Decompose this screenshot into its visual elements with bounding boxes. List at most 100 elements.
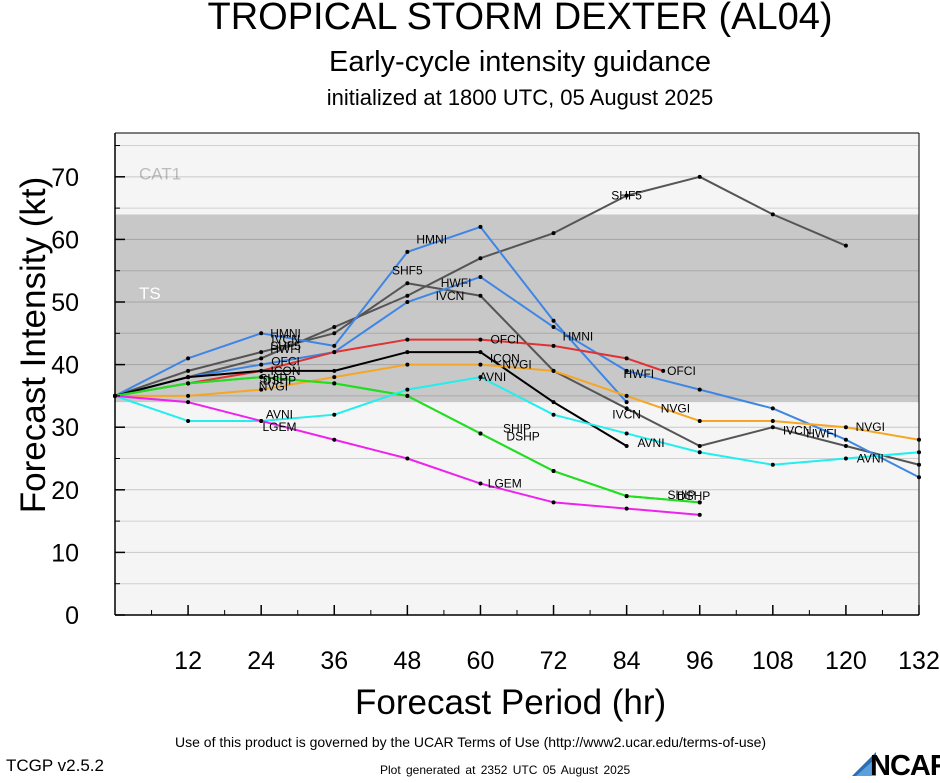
x-tick-label: 72 xyxy=(540,647,568,675)
series-label-avni: AVNI xyxy=(857,452,884,466)
ncar-logo-icon xyxy=(852,752,876,776)
series-label-nvgi: NVGI xyxy=(259,380,288,394)
data-point-shf5 xyxy=(478,256,483,261)
data-point-ivcn xyxy=(624,406,629,411)
x-tick-label: 120 xyxy=(825,647,867,675)
data-point-ofci xyxy=(478,337,483,342)
series-label-hwfi: HWFI xyxy=(441,276,472,290)
data-point-shf5 xyxy=(624,193,629,198)
series-line-hwfi xyxy=(114,275,920,479)
data-point-lgem xyxy=(697,512,702,517)
data-point-lgem xyxy=(186,400,191,405)
data-point-hwfi xyxy=(405,300,410,305)
data-point-avni xyxy=(332,412,337,417)
series-label-icon: ICON xyxy=(490,351,520,365)
series-label-avni: AVNI xyxy=(479,370,506,384)
series-label-nvgi: NVGI xyxy=(661,401,690,415)
series-label-lgem: LGEM xyxy=(262,420,296,434)
data-point-nvgi xyxy=(843,425,848,430)
y-tick-label: 0 xyxy=(65,602,79,630)
y-tick-label: 30 xyxy=(51,414,79,442)
data-point-hmni xyxy=(405,249,410,254)
x-axis-label: Forecast Period (hr) xyxy=(355,683,667,722)
series-label-ship: SHIP xyxy=(259,371,287,385)
data-point-shf5 xyxy=(332,325,337,330)
series-label-ivcn: IVCN xyxy=(271,333,300,347)
series-label-hmni: HMNI xyxy=(563,329,594,343)
x-tick-label: 36 xyxy=(320,647,348,675)
data-point-ship xyxy=(478,431,483,436)
series-line-avni xyxy=(114,376,920,466)
band-below-ts xyxy=(115,402,919,615)
x-tick-label: 132 xyxy=(898,647,940,675)
x-tick-label: 96 xyxy=(686,647,714,675)
data-point-nvgi xyxy=(697,418,702,423)
data-point-icon xyxy=(405,350,410,355)
data-point-hwfi xyxy=(843,437,848,442)
y-tick-label: 50 xyxy=(51,289,79,317)
series-label-dshp: DSHP xyxy=(263,373,296,387)
data-point-hmni xyxy=(186,356,191,361)
chart-subtitle: Early-cycle intensity guidance xyxy=(328,46,711,78)
data-point-ivcn xyxy=(405,281,410,286)
series-label-hmni: HMNI xyxy=(270,326,301,340)
y-axis-label: Forecast Intensity (kt) xyxy=(14,176,53,514)
series-label-ofci: OFCI xyxy=(490,333,519,347)
data-point-ivcn xyxy=(770,425,775,430)
band-label-cat1: CAT1 xyxy=(139,164,181,183)
data-point-avni xyxy=(624,431,629,436)
data-point-nvgi xyxy=(405,362,410,367)
data-point-avni xyxy=(770,462,775,467)
y-tick-label: 60 xyxy=(51,226,79,254)
x-tick-label: 84 xyxy=(613,647,641,675)
data-point-ivcn xyxy=(697,443,702,448)
series-label-ivcn: IVCN xyxy=(436,289,465,303)
data-point-lgem xyxy=(478,481,483,486)
data-point-shf5 xyxy=(405,293,410,298)
data-point-nvgi xyxy=(259,387,264,392)
band-label-ts: TS xyxy=(139,284,161,303)
generated-timestamp: Plot generated at 2352 UTC 05 August 202… xyxy=(380,763,631,777)
data-point-ship xyxy=(551,469,556,474)
series-label-hwfi: HWFI xyxy=(806,426,837,440)
series-labels: SHF5SHF5SHF5IVCNIVCNIVCNIVCNHWFIHWFIHWFI… xyxy=(259,189,885,503)
x-tick-label: 60 xyxy=(467,647,495,675)
axes: 0 10 20 30 40 50 60 70 12 24 36 48 60 72 84 96 108 120 132 xyxy=(51,132,940,675)
data-point-icon xyxy=(186,375,191,380)
data-point-ofci xyxy=(624,356,629,361)
series-label-icon: ICON xyxy=(271,364,301,378)
data-point-lgem xyxy=(405,456,410,461)
data-point-ship xyxy=(259,375,264,380)
data-point-nvgi xyxy=(478,362,483,367)
data-point-nvgi xyxy=(332,375,337,380)
series-label-ofci: OFCI xyxy=(667,364,696,378)
y-tick-label: 70 xyxy=(51,164,79,192)
chart-title: TROPICAL STORM DEXTER (AL04) xyxy=(207,0,833,38)
data-point-ship xyxy=(405,393,410,398)
data-point-shf5 xyxy=(843,243,848,248)
data-point-nvgi xyxy=(624,393,629,398)
data-point-shf5 xyxy=(551,231,556,236)
series-line-hmni xyxy=(114,225,628,403)
x-tick-label: 24 xyxy=(247,647,275,675)
data-point-lgem xyxy=(551,500,556,505)
data-point-ivcn xyxy=(843,443,848,448)
data-point-hwfi xyxy=(624,368,629,373)
x-tick-label: 48 xyxy=(393,647,421,675)
data-point-icon xyxy=(551,400,556,405)
data-point-shf5 xyxy=(259,356,264,361)
band-cat1 xyxy=(115,133,919,215)
data-point-hmni xyxy=(624,400,629,405)
data-point-nvgi xyxy=(551,368,556,373)
data-point-nvgi xyxy=(770,418,775,423)
series-label-ivcn: IVCN xyxy=(612,408,641,422)
series-label-nvgi: NVGI xyxy=(856,420,885,434)
data-point-hwfi xyxy=(478,274,483,279)
series-label-dshp: DSHP xyxy=(677,489,710,503)
data-point-ship xyxy=(186,381,191,386)
data-point-hmni xyxy=(332,343,337,348)
ncar-logo-text: NCAR xyxy=(870,750,940,782)
series-label-nvgi: NVGI xyxy=(502,358,531,372)
series-label-shf5: SHF5 xyxy=(270,339,301,353)
y-tick-label: 20 xyxy=(51,477,79,505)
